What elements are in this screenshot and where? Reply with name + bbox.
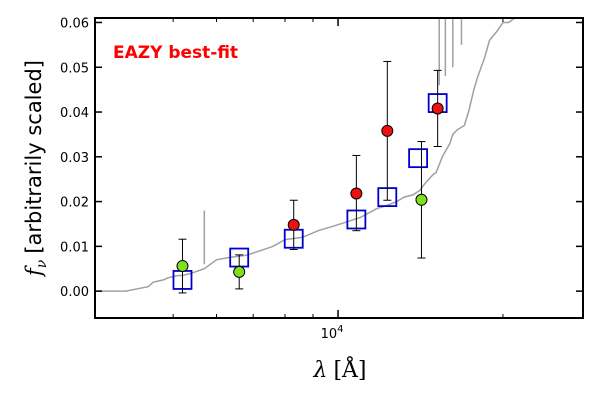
x-tick-label-0: 104 xyxy=(321,324,344,342)
y-tick-label-5: 0.05 xyxy=(60,61,89,76)
y-tick-label-1: 0.01 xyxy=(60,240,89,255)
plot-area xyxy=(95,18,526,294)
y-tick-label-2: 0.02 xyxy=(60,196,89,211)
x-tick-label-exponent-0: 4 xyxy=(337,324,343,335)
ticks-layer: 0.00 0.01 0.02 0.03 0.04 0.05 0.06 104 xyxy=(60,16,583,342)
template-spectrum-line xyxy=(95,18,526,292)
red-point-1 xyxy=(350,187,363,200)
y-axis-title: fν [arbitrarily scaled] xyxy=(22,60,50,278)
y-axis-title-sub: ν xyxy=(34,259,50,268)
x-axis-title-main: λ xyxy=(312,358,327,383)
red-point-2 xyxy=(381,124,394,137)
y-axis-title-text: [arbitrarily scaled] xyxy=(22,60,46,254)
chart-annotation: EAZY best-fit xyxy=(113,43,238,63)
green-point-2 xyxy=(415,193,428,206)
red-point-3 xyxy=(431,102,444,115)
y-tick-label-0: 0.00 xyxy=(60,285,89,300)
y-tick-label-6: 0.06 xyxy=(60,16,89,31)
y-tick-label-3: 0.03 xyxy=(60,151,89,166)
model-box-5 xyxy=(408,148,428,169)
x-axis-title: λ [Å] xyxy=(312,355,366,383)
y-axis-title-math: f xyxy=(22,265,46,278)
red-point-0 xyxy=(287,218,300,231)
plot-frame xyxy=(94,17,584,319)
x-axis-title-unit: [Å] xyxy=(333,355,366,383)
plot-layer xyxy=(95,18,526,294)
y-tick-label-4: 0.04 xyxy=(60,106,89,121)
green-point-1 xyxy=(233,265,246,278)
green-point-0 xyxy=(176,260,189,273)
svg-text:λ[Å]: λ [Å] xyxy=(312,355,366,383)
svg-text:fν[arbitrarily scaled]: fν [arbitrarily scaled] xyxy=(22,60,50,278)
